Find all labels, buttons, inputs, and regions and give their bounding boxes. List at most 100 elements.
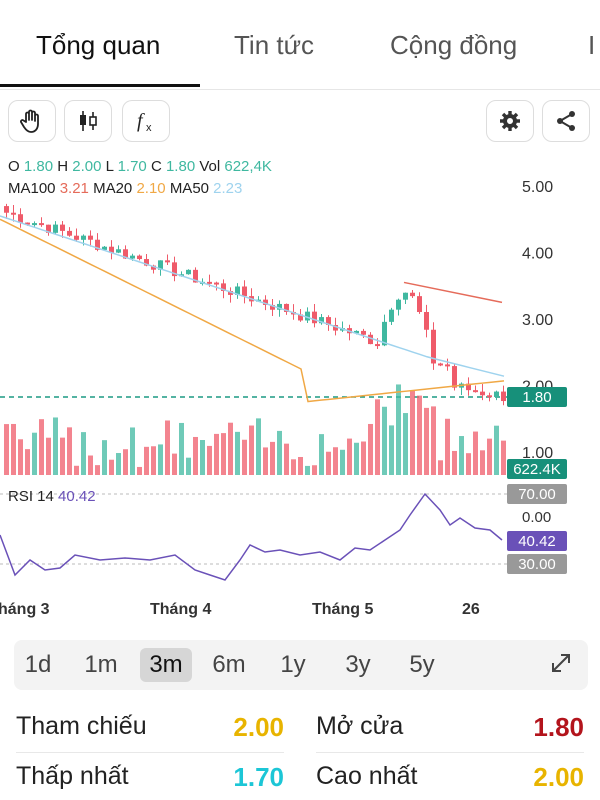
candle-body <box>284 303 289 312</box>
volume-bar <box>137 466 142 475</box>
candle-body <box>445 364 450 367</box>
tab-divider <box>0 89 600 90</box>
tab-news[interactable]: Tin tức <box>234 30 315 60</box>
hand-icon <box>20 109 39 133</box>
candle-body <box>417 296 422 313</box>
candle-body <box>382 321 387 346</box>
tab-overview[interactable]: Tổng quan <box>36 30 161 60</box>
share-button[interactable] <box>542 100 590 142</box>
candle-body <box>242 286 247 297</box>
volume-bar <box>354 442 359 475</box>
volume-bar <box>95 465 100 475</box>
candle-body <box>81 235 86 240</box>
volume-value: 622,4K <box>224 158 272 175</box>
candle-body <box>361 330 366 335</box>
period-1y-button[interactable]: 1y <box>280 651 306 678</box>
drawing-tool-button[interactable] <box>8 100 56 142</box>
candle-body <box>74 235 79 240</box>
candle-body <box>270 304 275 310</box>
volume-bar <box>438 460 443 475</box>
candle-body <box>424 312 429 330</box>
rsi-upper-tag-bg <box>507 484 567 504</box>
rsi-current-tag-bg <box>507 531 567 551</box>
period-3y-button[interactable]: 3y <box>345 651 371 678</box>
indicators-button[interactable]: f x <box>122 100 170 142</box>
period-6m-button[interactable]: 6m <box>212 651 246 678</box>
active-tab-indicator <box>0 84 200 87</box>
rsi-current-tag: 40.42 <box>518 533 556 550</box>
high-price-value: 2.00 <box>533 762 584 792</box>
candle-body <box>396 299 401 310</box>
candle-body <box>312 311 317 324</box>
current-price-tag: 1.80 <box>522 389 551 406</box>
fullscreen-button[interactable] <box>544 650 578 684</box>
volume-bar <box>249 425 254 475</box>
low-price-label: Thấp nhất <box>16 762 129 790</box>
period-1m-button[interactable]: 1m <box>84 651 118 678</box>
candlestick-chart[interactable]: 5.00 4.00 3.00 2.00 1.00 1.80 622.4K 70.00 0.00 4… <box>0 150 600 625</box>
volume-bar <box>277 430 282 475</box>
candle-body <box>410 292 415 297</box>
volume-bar <box>256 418 261 475</box>
time-axis-label: Tháng 4 <box>150 601 211 618</box>
price-axis-label: 3.00 <box>522 312 553 329</box>
candlestick-icon <box>80 111 97 131</box>
volume-bar <box>312 465 317 475</box>
ma20-line <box>0 218 505 403</box>
volume-bar <box>466 453 471 475</box>
candle-body <box>389 309 394 322</box>
volume-tag: 622.4K <box>513 461 561 478</box>
settings-button[interactable] <box>486 100 534 142</box>
candle-body <box>235 286 240 295</box>
candle-body <box>277 303 282 310</box>
open-label: O <box>8 158 20 175</box>
volume-bar <box>431 406 436 475</box>
candle-body <box>88 235 93 240</box>
volume-bar <box>4 424 9 475</box>
candle-body <box>466 383 471 391</box>
rsi-curve <box>0 492 503 581</box>
volume-bar <box>67 427 72 475</box>
volume-bar <box>487 438 492 475</box>
volume-bar <box>445 418 450 475</box>
time-axis-label: Tháng 5 <box>312 601 373 618</box>
volume-bar <box>375 399 380 475</box>
volume-bar <box>53 417 58 475</box>
volume-bar <box>200 440 205 475</box>
volume-bar <box>326 451 331 475</box>
candle-body <box>221 283 226 292</box>
time-axis-label: háng 3 <box>0 601 50 618</box>
expand-icon <box>552 654 570 672</box>
candle-body <box>116 249 121 253</box>
volume-bar <box>228 422 233 475</box>
volume-bar <box>158 444 163 475</box>
rsi-lower-tag: 30.00 <box>518 556 556 573</box>
volume-bar <box>298 456 303 475</box>
candle-body <box>438 363 443 366</box>
volume-bar <box>207 445 212 475</box>
candle-body <box>109 246 114 253</box>
volume-bar <box>270 441 275 475</box>
volume-bar <box>361 441 366 475</box>
candle-body <box>228 291 233 295</box>
volume-bar <box>424 407 429 475</box>
price-chart-area[interactable]: 5.00 4.00 3.00 2.00 1.00 1.80 622.4K 70.00 0.00 4… <box>0 150 600 625</box>
candle-body <box>137 255 142 260</box>
period-5y-button[interactable]: 5y <box>409 651 435 678</box>
tab-next-partial[interactable]: I <box>588 30 596 60</box>
close-label: C <box>150 158 162 175</box>
volume-bar <box>410 390 415 475</box>
candle-body <box>144 259 149 266</box>
candle-body <box>207 281 212 284</box>
open-price-value: 1.80 <box>533 712 584 742</box>
volume-bar <box>319 434 324 475</box>
chart-type-button[interactable] <box>64 100 112 142</box>
reference-price-label: Tham chiếu <box>16 712 147 740</box>
share-icon <box>557 111 575 131</box>
volume-bar <box>221 433 226 475</box>
tab-community[interactable]: Cộng đồng <box>390 30 518 60</box>
period-3m-button[interactable]: 3m <box>140 648 192 682</box>
period-1d-button[interactable]: 1d <box>24 651 52 678</box>
candle-body <box>263 299 268 305</box>
candle-body <box>403 292 408 300</box>
